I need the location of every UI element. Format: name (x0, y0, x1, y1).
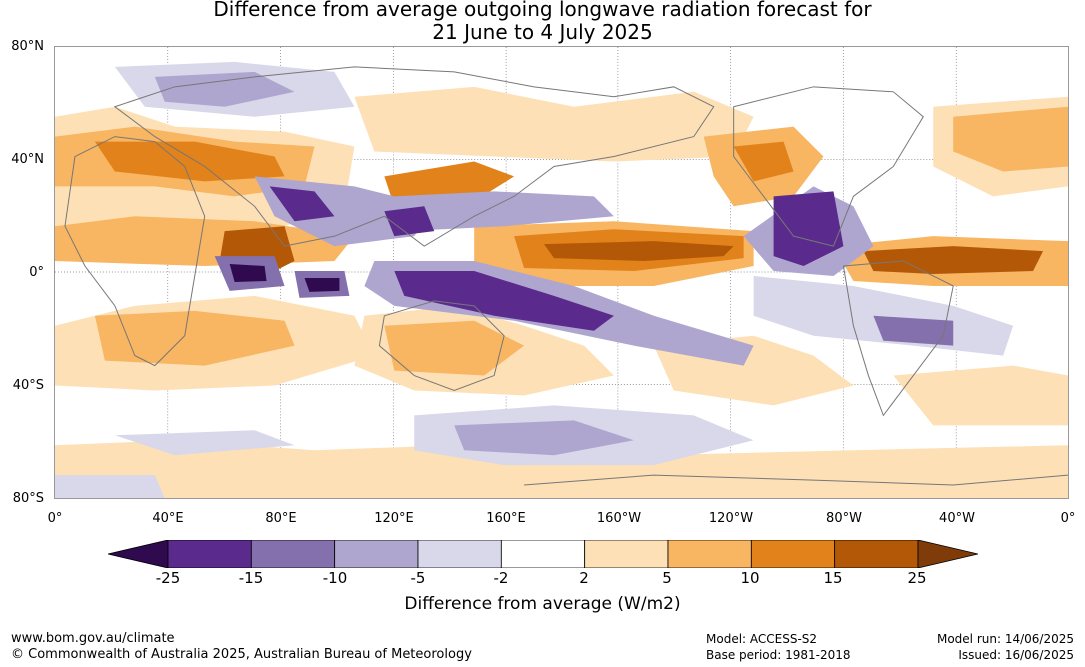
footer-model: Model: ACCESS-S2 (706, 632, 818, 646)
colorbar-title: Difference from average (W/m2) (404, 594, 681, 614)
lon-label-120e: 120°E (374, 511, 414, 526)
colorbar-tick-label: -15 (238, 569, 264, 587)
footer-model-run: Model run: 14/06/2025 (936, 632, 1074, 646)
colorbar-tick-label: -10 (322, 569, 348, 587)
colorbar-tick-label: 5 (662, 569, 672, 587)
colorbar-tick-label: -5 (410, 569, 426, 587)
footer-base-period: Base period: 1981-2018 (706, 648, 851, 662)
colorbar-tick-label: 25 (907, 569, 927, 587)
lat-label-80n: 80°N (11, 39, 44, 54)
lon-label-40e: 40°E (152, 511, 184, 526)
lat-label-40s: 40°S (12, 378, 44, 393)
footer-issued: Issued: 16/06/2025 (958, 648, 1074, 662)
colorbar-tick-label: 2 (579, 569, 589, 587)
colorbar-tick-label: -25 (155, 569, 181, 587)
lat-label-80s: 80°S (12, 491, 44, 506)
lon-label-80w: 80°W (826, 511, 862, 526)
colorbar-tick-label: -2 (493, 569, 509, 587)
olr-anomaly-map (54, 46, 1069, 499)
chart-title-line1: Difference from average outgoing longwav… (213, 0, 872, 21)
lon-label-160w: 160°W (596, 511, 642, 526)
footer-website: www.bom.gov.au/climate (11, 631, 175, 646)
colorbar-arrow-high (917, 540, 978, 568)
colorbar-tick-label: 10 (740, 569, 760, 587)
lon-label-40w: 40°W (939, 511, 975, 526)
footer-copyright: © Commonwealth of Australia 2025, Austra… (11, 647, 472, 662)
colorbar-segment (417, 540, 502, 568)
colorbar-segment (250, 540, 336, 568)
colorbar-segment (834, 540, 919, 568)
lon-label-160e: 160°E (486, 511, 526, 526)
coastlines (64, 66, 1068, 486)
colorbar-tick-label: 15 (823, 569, 843, 587)
colorbar-segment (167, 540, 252, 568)
lon-label-0-east: 0° (1060, 511, 1076, 526)
colorbar-segment (334, 540, 419, 568)
colorbar-segment (500, 540, 586, 568)
colorbar-arrow-low (108, 540, 169, 568)
lon-label-120w: 120°W (708, 511, 754, 526)
colorbar-segment (667, 540, 752, 568)
colorbar (108, 540, 978, 568)
colorbar-segment (750, 540, 836, 568)
chart-title-line2: 21 June to 4 July 2025 (432, 20, 653, 44)
colorbar-segment (584, 540, 669, 568)
lat-label-40n: 40°N (11, 152, 44, 167)
lon-label-0: 0° (47, 511, 63, 526)
lon-label-80e: 80°E (265, 511, 297, 526)
lat-label-0: 0° (29, 265, 44, 280)
